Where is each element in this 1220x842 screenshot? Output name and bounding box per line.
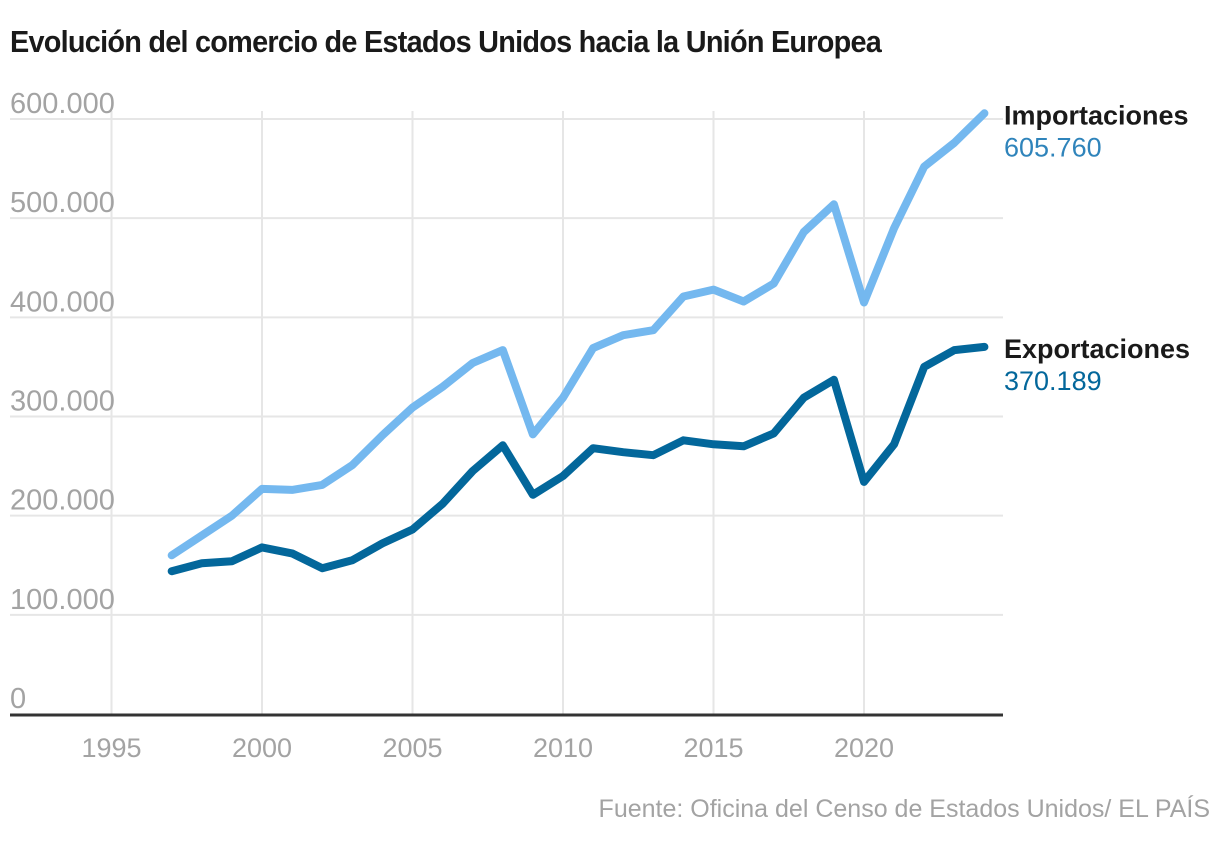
x-tick-label: 2000 [232,733,292,763]
y-axis-tick-labels: 0 100.000 200.000 300.000 400.000 500.000 600.… [10,88,115,715]
series-lines [167,109,989,576]
y-tick-label: 200.000 [10,485,115,517]
horizontal-gridlines [10,118,1003,616]
y-tick-label: 400.000 [10,286,115,318]
x-tick-label: 2005 [382,733,442,763]
x-axis-tick-labels: 1995 2000 2005 2010 2015 2020 [81,733,894,763]
y-tick-label: 600.000 [10,88,115,120]
series-label-name: Exportaciones [1004,334,1190,364]
source-note: Fuente: Oficina del Censo de Estados Uni… [598,795,1210,823]
series-label-name: Importaciones [1004,100,1189,130]
series-label-value: 370.189 [1004,366,1102,396]
x-tick-label: 2020 [834,733,894,763]
y-tick-label: 500.000 [10,187,115,219]
vertical-gridlines [110,111,865,714]
x-tick-label: 1995 [81,733,141,763]
x-tick-label: 2010 [533,733,593,763]
y-tick-label: 100.000 [10,584,115,616]
y-tick-label: 300.000 [10,386,115,418]
x-tick-label: 2015 [683,733,743,763]
y-tick-label: 0 [10,683,26,715]
series-line-importaciones [167,109,989,560]
chart-title: Evolución del comercio de Estados Unidos… [10,24,882,59]
series-label-value: 605.760 [1004,132,1102,162]
series-line-exportaciones [167,342,989,576]
